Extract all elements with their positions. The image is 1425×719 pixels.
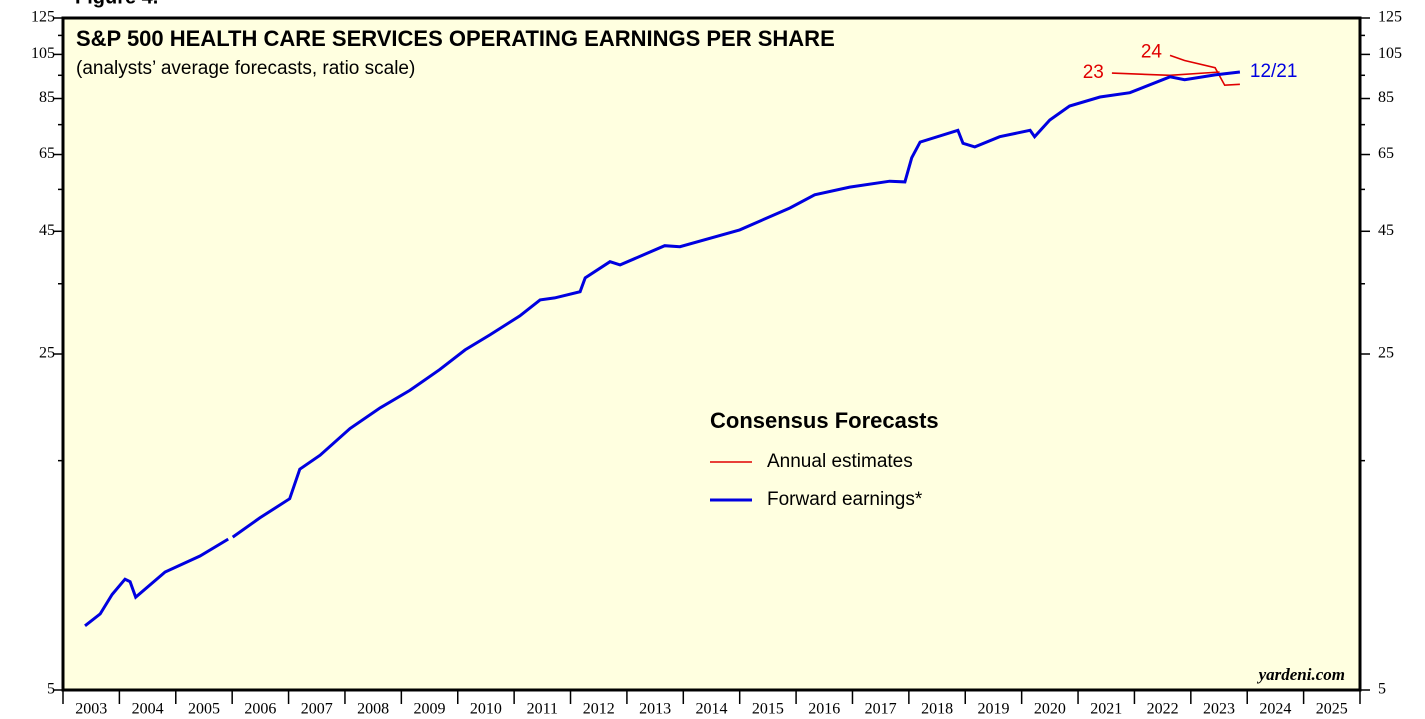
legend-label: Forward earnings* [767,489,923,510]
x-tick-label: 2025 [1316,701,1348,718]
x-tick-label: 2023 [1203,701,1235,718]
y2-tick-label: 125 [1378,9,1402,26]
series-label: 24 [1141,41,1163,62]
series-line [1169,54,1240,87]
x-tick-label: 2021 [1090,701,1122,718]
x-tick-label: 2010 [470,701,502,718]
x-tick-label: 2005 [188,701,220,718]
x-tick-label: 2022 [1147,701,1179,718]
x-tick-label: 2024 [1259,701,1291,718]
x-tick-label: 2012 [583,701,615,718]
y-tick-label: 45 [39,222,55,239]
y2-tick-label: 45 [1378,222,1394,239]
source: yardeni.com [1257,665,1345,684]
y2-tick-label: 105 [1378,45,1402,62]
x-tick-label: 2016 [808,701,840,718]
x-tick-label: 2013 [639,701,671,718]
y2-tick-label: 85 [1378,89,1394,106]
y-tick-label: 105 [31,45,55,62]
figure-label: Figure 4. [75,0,158,8]
legend-title: Consensus Forecasts [710,408,939,433]
x-tick-label: 2014 [696,701,728,718]
chart-title: S&P 500 HEALTH CARE SERVICES OPERATING E… [76,26,835,51]
x-tick-label: 2004 [132,701,164,718]
x-tick-label: 2015 [752,701,784,718]
x-tick-label: 2006 [244,701,276,718]
x-tick-label: 2009 [414,701,446,718]
x-tick-label: 2020 [1034,701,1066,718]
x-tick-label: 2019 [977,701,1009,718]
plot-area [61,16,1362,692]
x-tick-label: 2011 [527,701,558,718]
chart-subtitle: (analysts’ average forecasts, ratio scal… [76,58,415,79]
x-tick-label: 2008 [357,701,389,718]
y-tick-label: 125 [31,9,55,26]
y2-tick-label: 5 [1378,681,1386,698]
series-label: 12/21 [1250,61,1298,82]
series-label: 23 [1083,62,1104,83]
series-line [84,70,1241,627]
y2-tick-label: 65 [1378,145,1394,162]
y-tick-label: 85 [39,89,55,106]
y2-tick-label: 25 [1378,345,1394,362]
x-tick-label: 2007 [301,701,333,718]
y-tick-label: 5 [47,681,55,698]
y-tick-label: 65 [39,145,55,162]
x-tick-label: 2017 [865,701,897,718]
legend-label: Annual estimates [767,451,913,472]
x-tick-label: 2018 [921,701,953,718]
x-tick-label: 2003 [75,701,107,718]
y-tick-label: 25 [39,345,55,362]
